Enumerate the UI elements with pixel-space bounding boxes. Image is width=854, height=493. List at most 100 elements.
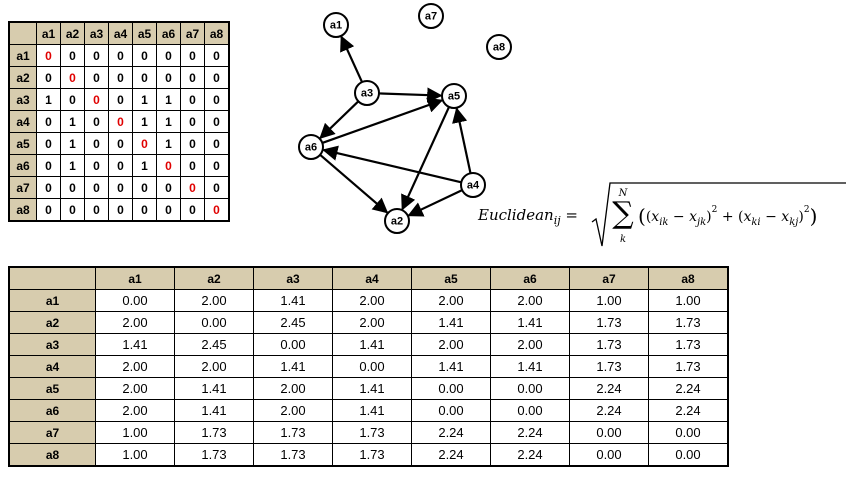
adjacency-column-header: a6 [156, 21, 181, 45]
adjacency-row-header: a7 [8, 176, 37, 199]
distance-cell: 1.41 [174, 399, 254, 422]
node-circle [384, 208, 410, 234]
distance-cell: 2.00 [95, 355, 175, 378]
distance-cell: 1.73 [174, 421, 254, 444]
adjacency-matrix: a1 a2 a3 a4 a5 a6 a7 a8 a1 0 0 0 0 0 0 0 0 a2 0 0 0 0 0 0 0 0 a3 1… [8, 21, 230, 222]
distance-row: a2 2.00 0.00 2.45 2.00 1.41 1.41 1.73 1.73 [8, 311, 729, 334]
sum-upper-limit: N [618, 188, 629, 199]
node-a8: a8 [486, 34, 512, 60]
adjacency-column-header: a1 [36, 21, 61, 45]
formula-body: ((xik − xjk)2 + (xki − xkj)2) [638, 204, 817, 228]
graph-edges [319, 35, 472, 217]
distance-cell: 2.00 [411, 333, 491, 356]
node-circle [323, 12, 349, 38]
node-circle [486, 34, 512, 60]
graph-nodes: a1 a2 a3 a4 a5 a6 a7 a8 [298, 3, 512, 234]
distance-cell: 2.24 [648, 399, 729, 422]
distance-column-header: a6 [490, 266, 570, 290]
adjacency-row: a3 1 0 0 0 1 1 0 0 [8, 88, 230, 111]
distance-cell: 0.00 [332, 355, 412, 378]
distance-cell: 1.00 [569, 289, 649, 312]
distance-cell: 1.41 [490, 311, 570, 334]
adjacency-row-header: a4 [8, 110, 37, 133]
distance-cell: 2.24 [411, 421, 491, 444]
adjacency-cell: 0 [204, 176, 230, 199]
distance-row: a1 0.00 2.00 1.41 2.00 2.00 2.00 1.00 1.00 [8, 289, 729, 312]
node-label: a8 [493, 42, 505, 54]
adjacency-row: a6 0 1 0 0 1 0 0 0 [8, 154, 230, 177]
distance-column-header: a4 [332, 266, 412, 290]
distance-cell: 0.00 [253, 333, 333, 356]
distance-cell: 0.00 [648, 443, 729, 467]
adjacency-body: a1 0 0 0 0 0 0 0 0 a2 0 0 0 0 0 0 0 0 a3 1 0 0 0 1 1 0 0 a4 0 1 0 0 1 1 0 0… [8, 44, 230, 222]
distance-cell: 1.00 [95, 421, 175, 444]
distance-cell: 0.00 [490, 399, 570, 422]
distance-corner-cell [8, 266, 96, 290]
distance-cell: 1.41 [253, 355, 333, 378]
distance-cell: 0.00 [490, 377, 570, 400]
node-circle [460, 172, 486, 198]
node-a4: a4 [460, 172, 486, 198]
edge-a4-a5 [452, 107, 472, 174]
distance-cell: 2.00 [253, 377, 333, 400]
distance-row: a8 1.00 1.73 1.73 1.73 2.24 2.24 0.00 0.00 [8, 443, 729, 467]
distance-cell: 2.24 [648, 377, 729, 400]
adjacency-cell: 0 [204, 44, 230, 67]
euclidean-formula: Euclideanij = ∑ N k ((xik − xjk)2 + (xki… [478, 178, 848, 253]
distance-cell: 1.73 [569, 333, 649, 356]
distance-cell: 1.41 [174, 377, 254, 400]
adjacency-row: a1 0 0 0 0 0 0 0 0 [8, 44, 230, 67]
distance-row-header: a7 [8, 421, 96, 444]
adjacency-cell: 0 [36, 176, 61, 199]
distance-cell: 1.41 [253, 289, 333, 312]
adjacency-cell: 0 [156, 198, 181, 222]
distance-cell: 1.73 [648, 311, 729, 334]
node-label: a1 [330, 20, 342, 32]
distance-row: a6 2.00 1.41 2.00 1.41 0.00 0.00 2.24 2.24 [8, 399, 729, 422]
formula-lhs-name: Euclidean [478, 206, 554, 224]
distance-cell: 2.45 [174, 333, 254, 356]
distance-row-header: a8 [8, 443, 96, 467]
node-label: a5 [448, 91, 460, 103]
distance-column-header: a8 [648, 266, 729, 290]
edge-a6-a2 [319, 153, 389, 214]
sum-lower-limit: k [620, 234, 626, 245]
distance-cell: 1.73 [174, 443, 254, 467]
distance-cell: 0.00 [174, 311, 254, 334]
distance-cell: 1.00 [95, 443, 175, 467]
sum-symbol-icon: ∑ [612, 196, 634, 231]
distance-matrix: a1 a2 a3 a4 a5 a6 a7 a8 a1 0.00 2.00 1.41 2.00 2.00 2… [8, 266, 729, 467]
distance-cell: 1.73 [648, 333, 729, 356]
node-a6: a6 [298, 134, 324, 160]
distance-column-header: a7 [569, 266, 649, 290]
distance-column-header: a2 [174, 266, 254, 290]
distance-cell: 1.73 [253, 443, 333, 467]
distance-cell: 2.24 [411, 443, 491, 467]
distance-column-header: a3 [253, 266, 333, 290]
adjacency-cell: 0 [108, 176, 133, 199]
adjacency-row: a4 0 1 0 0 1 1 0 0 [8, 110, 230, 133]
adjacency-column-header: a8 [204, 21, 230, 45]
distance-cell: 2.24 [490, 443, 570, 467]
node-circle [441, 83, 467, 109]
adjacency-row-header: a3 [8, 88, 37, 111]
adjacency-column-header: a2 [60, 21, 85, 45]
adjacency-cell: 0 [156, 176, 181, 199]
adjacency-row: a2 0 0 0 0 0 0 0 0 [8, 66, 230, 89]
distance-column-header: a1 [95, 266, 175, 290]
node-label: a3 [361, 88, 373, 100]
distance-row-header: a4 [8, 355, 96, 378]
distance-cell: 0.00 [411, 377, 491, 400]
adjacency-column-header: a4 [108, 21, 133, 45]
distance-row-header: a6 [8, 399, 96, 422]
distance-cell: 0.00 [569, 421, 649, 444]
edge-a4-a6 [322, 145, 462, 184]
edge-a3-a5 [378, 87, 443, 103]
distance-cell: 0.00 [411, 399, 491, 422]
directed-graph: a1 a2 a3 a4 a5 a6 a7 a8 [298, 3, 512, 234]
node-a2: a2 [384, 208, 410, 234]
distance-cell: 1.41 [332, 333, 412, 356]
distance-cell: 2.24 [569, 377, 649, 400]
node-label: a4 [467, 180, 480, 192]
distance-cell: 1.73 [332, 421, 412, 444]
